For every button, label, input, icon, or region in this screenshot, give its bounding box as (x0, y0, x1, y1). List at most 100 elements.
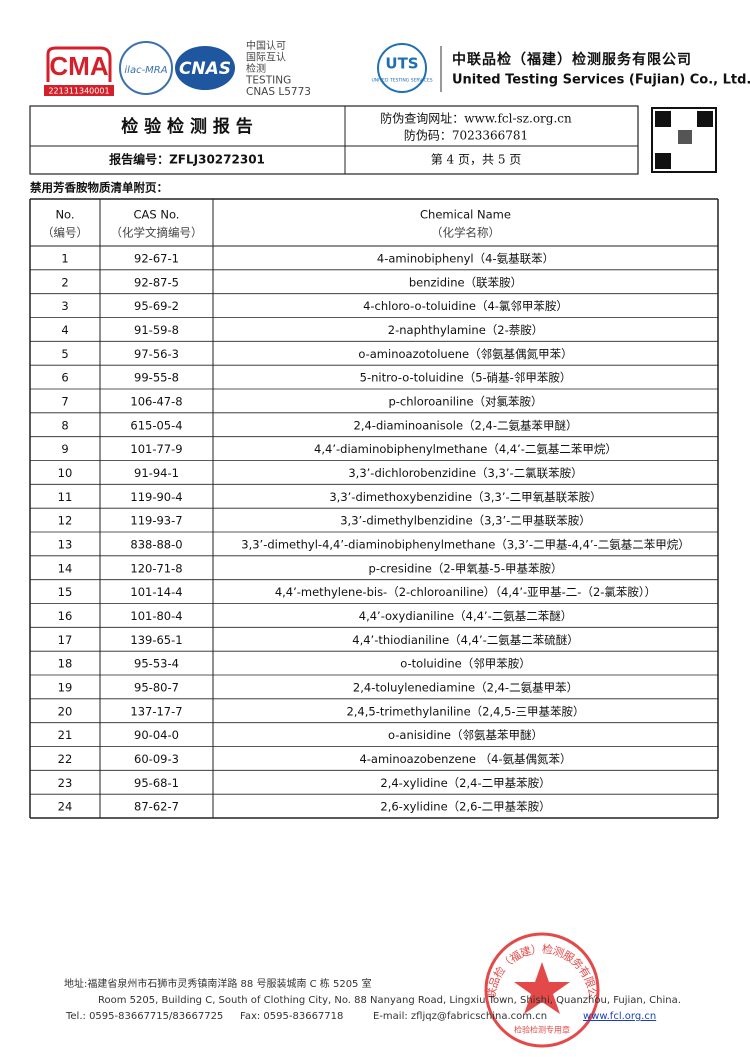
table-cell: 137-17-7 (130, 704, 182, 718)
table-cell: 92-87-5 (134, 275, 179, 289)
table-cell: 3,3’-dichlorobenzidine（3,3’-二氯联苯胺） (348, 466, 582, 480)
address-en: Room 5205, Building C, South of Clothing… (98, 995, 681, 1006)
table-cell: 101-77-9 (130, 442, 182, 456)
table-cell: 5 (61, 347, 68, 361)
table-cell: 20 (58, 704, 73, 718)
table-cell: 101-14-4 (130, 585, 182, 599)
table-cell: 60-09-3 (134, 752, 179, 766)
cma-logo (46, 46, 112, 82)
cnas-logo (175, 46, 235, 90)
accreditation-line: 国际互认 (246, 51, 286, 64)
table-cell: 12 (58, 514, 73, 528)
table-cell: 119-93-7 (130, 514, 182, 528)
table-cell: 2-naphthylamine（2-萘胺） (388, 323, 543, 337)
table-cell: 3,3’-dimethylbenzidine（3,3’-二甲基联苯胺） (340, 514, 591, 528)
table-cell: o-anisidine（邻氨基苯甲醚） (388, 728, 543, 742)
table-cell: 18 (58, 657, 73, 671)
table-cell: 91-59-8 (134, 323, 179, 337)
table-cell: 2,4-xylidine（2,4-二甲基苯胺） (380, 776, 550, 790)
table-cell: 5-nitro-o-toluidine（5-硝基-邻甲苯胺） (360, 371, 572, 385)
table-cell: 4-chloro-o-toluidine（4-氯邻甲苯胺） (363, 299, 568, 313)
table-cell: 4,4’-methylene-bis-（2-chloroaniline）（4,4… (275, 585, 656, 599)
table-cell: 2,4-toluylenediamine（2,4-二氨基甲苯） (353, 680, 578, 694)
table-cell: 16 (58, 609, 73, 623)
ilac-logo (119, 41, 173, 95)
table-cell: 23 (58, 776, 73, 790)
email: E-mail: zfljqz@fabricschina.com.cn (373, 1011, 547, 1022)
table-cell: 91-94-1 (134, 466, 179, 480)
website: www.fcl.org.cn (583, 1011, 656, 1022)
table-cell: 24 (58, 800, 73, 814)
table-cell: 92-67-1 (134, 251, 179, 265)
table-cell: o-aminoazotoluene（邻氨基偶氮甲苯） (358, 347, 572, 361)
table-cell: 1 (61, 251, 68, 265)
table-header: No. (55, 208, 74, 222)
verify-code: 防伪码：7023366781 (404, 128, 528, 143)
verify-url: 防伪查询网址：www.fcl-sz.org.cn (380, 111, 572, 126)
stamp-sub: 检验检测专用章 (514, 1025, 570, 1035)
table-header: （编号） (42, 226, 88, 240)
table-header: （化学名称） (431, 226, 500, 240)
table-cell: 17 (58, 633, 73, 647)
table-cell: p-cresidine（2-甲氧基-5-甲基苯胺） (369, 561, 563, 575)
table-cell: 87-62-7 (134, 800, 179, 814)
company-cn: 中联品检（福建）检测服务有限公司 (452, 51, 692, 68)
accreditation-line: CNAS L5773 (246, 86, 311, 98)
section-title: 禁用芳香胺物质清单附页： (30, 181, 168, 195)
table-cell: 10 (58, 466, 73, 480)
table-cell: 7 (61, 394, 68, 408)
report-box (29, 105, 639, 175)
table-cell: 615-05-4 (130, 418, 182, 432)
table-cell: 95-80-7 (134, 680, 179, 694)
table-cell: 139-65-1 (130, 633, 182, 647)
table-cell: o-toluidine（邻甲苯胺） (400, 657, 530, 671)
table-cell: 4,4’-thiodianiline（4,4’-二氨基二苯硫醚） (352, 633, 579, 647)
ilac-text: ilac-MRA (124, 65, 167, 76)
table-cell: 9 (61, 442, 68, 456)
table-cell: 4-aminobiphenyl（4-氨基联苯） (377, 251, 554, 265)
table-cell: 21 (58, 728, 73, 742)
report-title: 检 验 检 测 报 告 (121, 116, 253, 137)
cma-text: CMA (49, 51, 108, 81)
table-cell: 838-88-0 (130, 537, 182, 551)
uts-logo-sub: UNITED TESTING SERVICES (371, 78, 432, 84)
table-cell: 3,3’-dimethoxybenzidine（3,3’-二甲氧基联苯胺） (329, 490, 601, 504)
table-cell: 3,3’-dimethyl-4,4’-diaminobiphenylmethan… (241, 537, 689, 551)
table-cell: 2,4,5-trimethylaniline（2,4,5-三甲基苯胺） (346, 704, 584, 718)
table-cell: 8 (61, 418, 68, 432)
table-cell: 120-71-8 (130, 561, 182, 575)
table-cell: 106-47-8 (130, 394, 182, 408)
table-cell: 90-04-0 (134, 728, 179, 742)
accreditation-line: 中国认可 (246, 39, 286, 52)
uts-logo-text: UTS (385, 55, 418, 73)
table-cell: 15 (58, 585, 73, 599)
cma-number: 221311340001 (48, 87, 109, 96)
cnas-text: CNAS (179, 59, 231, 79)
table-cell: 19 (58, 680, 73, 694)
uts-logo (377, 43, 427, 93)
tel: Tel.: 0595-83667715/83667725 (65, 1011, 223, 1022)
table-cell: 14 (58, 561, 73, 575)
table-header: Chemical Name (420, 208, 511, 222)
table-cell: 95-53-4 (134, 657, 179, 671)
fax: Fax: 0595-83667718 (240, 1011, 343, 1022)
table-cell: 99-55-8 (134, 371, 179, 385)
table-cell: 4 (61, 323, 68, 337)
table-cell: 97-56-3 (134, 347, 179, 361)
table-cell: 22 (58, 752, 73, 766)
company-en: United Testing Services (Fujian) Co., Lt… (452, 73, 750, 88)
page-number: 第 4 页，共 5 页 (431, 153, 522, 167)
table-cell: 101-80-4 (130, 609, 182, 623)
cma-bar (44, 85, 114, 96)
report-number: 报告编号：ZFLJ30272301 (109, 152, 265, 167)
table-header: CAS No. (134, 208, 180, 222)
table-cell: 13 (58, 537, 73, 551)
table-cell: 3 (61, 299, 68, 313)
accreditation-line: 检测 (246, 62, 266, 75)
table-cell: benzidine（联苯胺） (409, 275, 522, 289)
table-cell: 2,4-diaminoanisole（2,4-二氨基苯甲醚） (354, 418, 578, 432)
table-cell: 4-aminoazobenzene （4-氨基偶氮苯） (359, 752, 571, 766)
address-cn: 地址:福建省泉州市石狮市灵秀镇南洋路 88 号服装城南 C 栋 5205 室 (64, 977, 372, 990)
qr-code (651, 107, 717, 173)
